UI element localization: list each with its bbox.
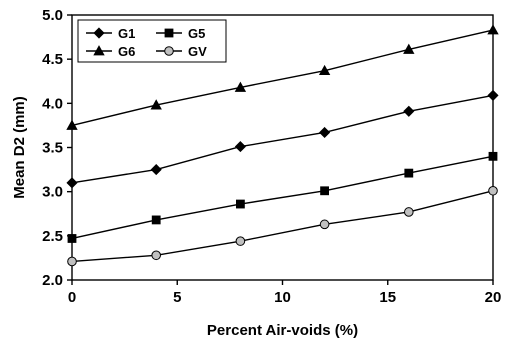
axes: 2.0 2.5 3.0 3.5 4.0 4.5 5.0 0 5 10 15 20 <box>42 7 501 306</box>
data-point <box>488 151 498 161</box>
data-point <box>487 89 499 101</box>
data-point <box>404 168 414 178</box>
data-point <box>318 64 331 76</box>
data-point <box>234 81 247 92</box>
legend-entry-gv: GV <box>156 44 207 59</box>
x-tick-label: 5 <box>173 289 181 306</box>
data-point <box>320 186 330 196</box>
data-point <box>67 234 77 243</box>
data-point <box>67 256 77 267</box>
legend-label: G1 <box>118 26 135 41</box>
series-line <box>71 94 494 184</box>
series-g1 <box>66 89 499 189</box>
y-tick-label: 4.5 <box>42 51 63 68</box>
y-tick-label: 2.0 <box>42 272 63 289</box>
data-point <box>404 207 414 217</box>
series-g6 <box>66 24 499 130</box>
data-point <box>150 164 162 176</box>
x-axis-label: Percent Air-voids (%) <box>207 322 358 339</box>
series-g5 <box>67 151 498 243</box>
data-point <box>488 185 498 196</box>
x-tick-label: 0 <box>68 289 76 306</box>
data-point <box>151 215 161 225</box>
y-tick-label: 3.5 <box>42 140 63 157</box>
data-point <box>403 105 415 117</box>
data-point <box>487 24 499 35</box>
legend-marker <box>164 46 174 56</box>
series-layer <box>66 24 499 267</box>
data-point <box>319 126 331 139</box>
y-tick-label: 3.0 <box>42 184 63 201</box>
legend: G1 G5 G6 GV <box>77 19 227 63</box>
legend-entry-g5: G5 <box>156 26 205 41</box>
series-line <box>71 155 494 240</box>
y-tick-label: 5.0 <box>42 7 63 24</box>
data-point <box>150 99 162 110</box>
y-tick-label: 4.0 <box>42 95 63 112</box>
x-tick-label: 10 <box>274 289 291 306</box>
data-point <box>66 177 78 189</box>
data-point <box>403 43 415 54</box>
legend-marker <box>93 27 105 39</box>
series-line <box>71 190 494 263</box>
legend-entry-g6: G6 <box>86 44 135 59</box>
series-line <box>71 29 494 127</box>
data-point <box>235 236 246 246</box>
legend-label: G5 <box>188 26 205 41</box>
legend-entry-g1: G1 <box>86 26 135 41</box>
data-point <box>151 250 161 261</box>
data-point <box>66 119 78 130</box>
y-tick-label: 2.5 <box>42 228 63 245</box>
data-point <box>319 219 330 230</box>
x-tick-label: 20 <box>485 289 502 306</box>
x-tick-label: 15 <box>379 289 396 306</box>
legend-label: GV <box>188 44 207 59</box>
data-point <box>235 199 245 209</box>
legend-marker <box>164 28 174 38</box>
y-axis-label: Mean D2 (mm) <box>11 96 28 199</box>
legend-label: G6 <box>118 44 135 59</box>
series-gv <box>67 185 498 267</box>
data-point <box>234 141 246 153</box>
legend-marker <box>93 45 105 56</box>
